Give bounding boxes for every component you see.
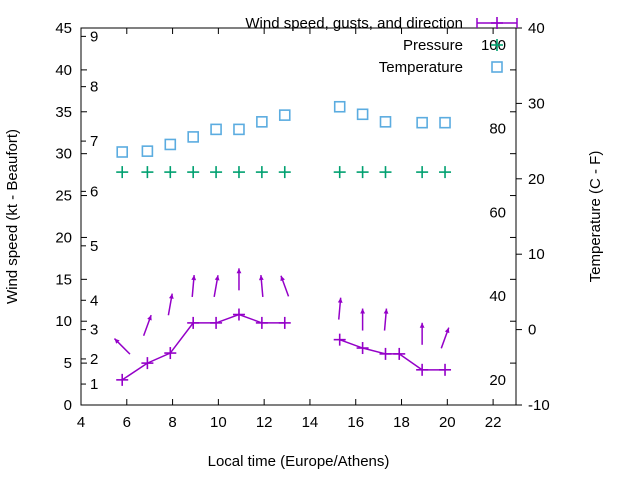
x-tick-label-18: 18: [393, 414, 410, 431]
wind-direction-arrow-head: [214, 275, 220, 281]
temperature-marker: [164, 138, 177, 151]
temperature-marker: [278, 109, 291, 121]
temperature-marker: [187, 131, 199, 143]
temperature-marker: [233, 123, 245, 136]
temperature-marker: [439, 116, 451, 129]
beaufort-label-4: 4: [90, 292, 98, 309]
y2-tick-label-c--10: -10: [528, 397, 550, 414]
wind-direction-arrow-head: [337, 297, 343, 303]
y2-tick-label-c-40: 40: [528, 20, 545, 37]
y-axis-title: Wind speed (kt - Beaufort): [4, 129, 21, 304]
y-tick-label-25: 25: [55, 188, 72, 205]
wind-speed-line: [339, 338, 446, 371]
temperature-marker: [116, 146, 129, 158]
wind-direction-arrow-head: [258, 275, 264, 281]
beaufort-label-7: 7: [90, 133, 98, 150]
y2-tick-label-f-80: 80: [489, 121, 506, 138]
temperature-marker: [210, 123, 222, 136]
y-tick-label-5: 5: [64, 355, 72, 372]
temperature-marker: [416, 116, 428, 129]
y2-tick-label-c-20: 20: [528, 171, 545, 188]
temperature-marker: [141, 145, 154, 157]
y2-tick-label-c-10: 10: [528, 246, 545, 263]
wind-direction-arrow-head: [280, 275, 285, 282]
legend-label-2: Temperature: [379, 59, 463, 76]
y2-tick-label-f-40: 40: [489, 288, 506, 305]
plot-frame: [80, 27, 517, 406]
legend-sample-temperature: [491, 61, 503, 73]
beaufort-label-8: 8: [90, 79, 98, 96]
x-tick-label-10: 10: [210, 414, 227, 431]
y2-tick-label-c-0: 0: [528, 322, 536, 339]
x-tick-label-12: 12: [256, 414, 273, 431]
y-tick-label-35: 35: [55, 104, 72, 121]
wind-direction-arrow-head: [236, 268, 242, 274]
legend-label-0: Wind speed, gusts, and direction: [245, 15, 463, 32]
wind-direction-arrow-head: [114, 338, 120, 344]
y-tick-label-30: 30: [55, 146, 72, 163]
wind-direction-arrow-head: [419, 322, 425, 328]
y-tick-label-10: 10: [55, 313, 72, 330]
beaufort-label-9: 9: [90, 28, 98, 45]
y2-tick-label-f-20: 20: [489, 372, 506, 389]
y2-tick-label-c-30: 30: [528, 95, 545, 112]
wind-direction-arrow-head: [147, 315, 152, 321]
temperature-marker: [256, 116, 268, 128]
temperature-marker: [379, 116, 392, 128]
y-tick-label-45: 45: [55, 20, 72, 37]
x-tick-label-20: 20: [439, 414, 456, 431]
legend-label-1: Pressure: [403, 37, 463, 54]
wind-direction-arrow-head: [191, 275, 197, 281]
y-tick-label-15: 15: [55, 271, 72, 288]
wind-direction-arrow-head: [360, 308, 365, 314]
x-tick-label-6: 6: [123, 414, 131, 431]
y2-tick-label-f-60: 60: [489, 204, 506, 221]
wind-speed-line: [121, 313, 285, 381]
y-tick-label-0: 0: [64, 397, 72, 414]
beaufort-label-2: 2: [90, 351, 98, 368]
beaufort-label-1: 1: [90, 376, 98, 393]
beaufort-label-3: 3: [90, 322, 98, 339]
y-tick-label-40: 40: [55, 62, 72, 79]
x-tick-label-8: 8: [168, 414, 176, 431]
temperature-marker: [333, 100, 346, 113]
y2-axis-title: Temperature (C - F): [587, 151, 604, 283]
x-tick-label-16: 16: [347, 414, 364, 431]
x-tick-label-22: 22: [485, 414, 502, 431]
wind-direction-arrow-head: [383, 308, 389, 314]
wind-direction-arrow-head: [168, 293, 174, 299]
x-tick-label-4: 4: [77, 414, 85, 431]
wind-direction-arrow-head: [444, 327, 450, 334]
beaufort-label-6: 6: [90, 183, 98, 200]
x-axis-title: Local time (Europe/Athens): [208, 453, 390, 470]
x-tick-label-14: 14: [302, 414, 319, 431]
temperature-marker: [356, 108, 369, 121]
beaufort-label-5: 5: [90, 238, 98, 255]
y-tick-label-20: 20: [55, 229, 72, 246]
